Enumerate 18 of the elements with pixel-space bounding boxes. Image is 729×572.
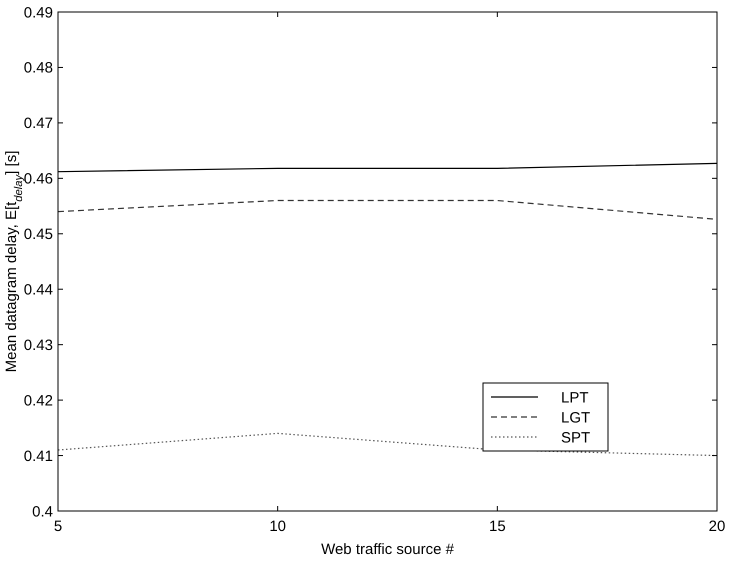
y-tick-label: 0.48 <box>24 60 53 77</box>
legend-label: LGT <box>561 409 590 426</box>
x-tick-label: 20 <box>708 518 726 535</box>
x-tick-label: 15 <box>488 518 506 535</box>
x-axis-title: Web traffic source # <box>321 541 455 558</box>
y-tick-label: 0.42 <box>24 392 53 410</box>
y-tick-label: 0.49 <box>24 4 53 22</box>
legend-label: LPT <box>561 389 589 406</box>
y-tick-label: 0.44 <box>24 281 53 298</box>
y-tick-label: 0.46 <box>24 170 53 188</box>
y-tick-label: 0.4 <box>32 503 53 520</box>
x-tick-label: 10 <box>269 518 286 535</box>
x-tick-label: 5 <box>54 518 62 535</box>
y-tick-label: 0.43 <box>24 336 53 354</box>
y-tick-label: 0.47 <box>24 115 53 132</box>
legend-label: SPT <box>561 429 590 446</box>
y-tick-label: 0.45 <box>24 226 53 244</box>
y-tick-label: 0.41 <box>24 448 53 465</box>
